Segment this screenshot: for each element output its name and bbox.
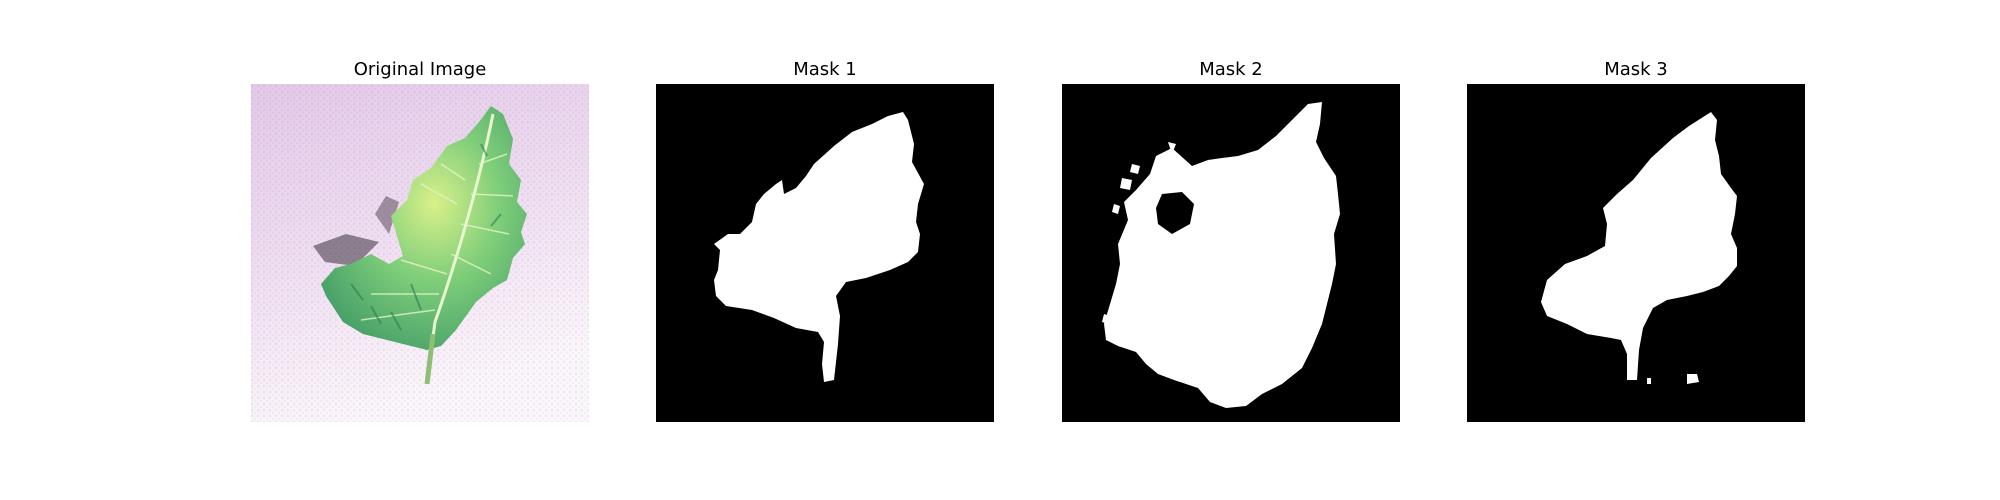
panel-title: Mask 2 bbox=[1199, 59, 1263, 80]
panel-title: Mask 3 bbox=[1604, 59, 1668, 80]
panel-mask-1: Mask 1 bbox=[656, 59, 994, 422]
panel-title: Mask 1 bbox=[793, 59, 857, 80]
mask-1-image bbox=[656, 84, 994, 422]
mask-2-image bbox=[1062, 84, 1400, 422]
mask-3-image bbox=[1467, 84, 1805, 422]
original-leaf-image bbox=[251, 84, 589, 422]
panel-original-image: Original Image bbox=[251, 59, 589, 422]
panel-title: Original Image bbox=[353, 59, 487, 80]
panel-mask-2: Mask 2 bbox=[1062, 59, 1400, 422]
panel-mask-3: Mask 3 bbox=[1467, 59, 1805, 422]
